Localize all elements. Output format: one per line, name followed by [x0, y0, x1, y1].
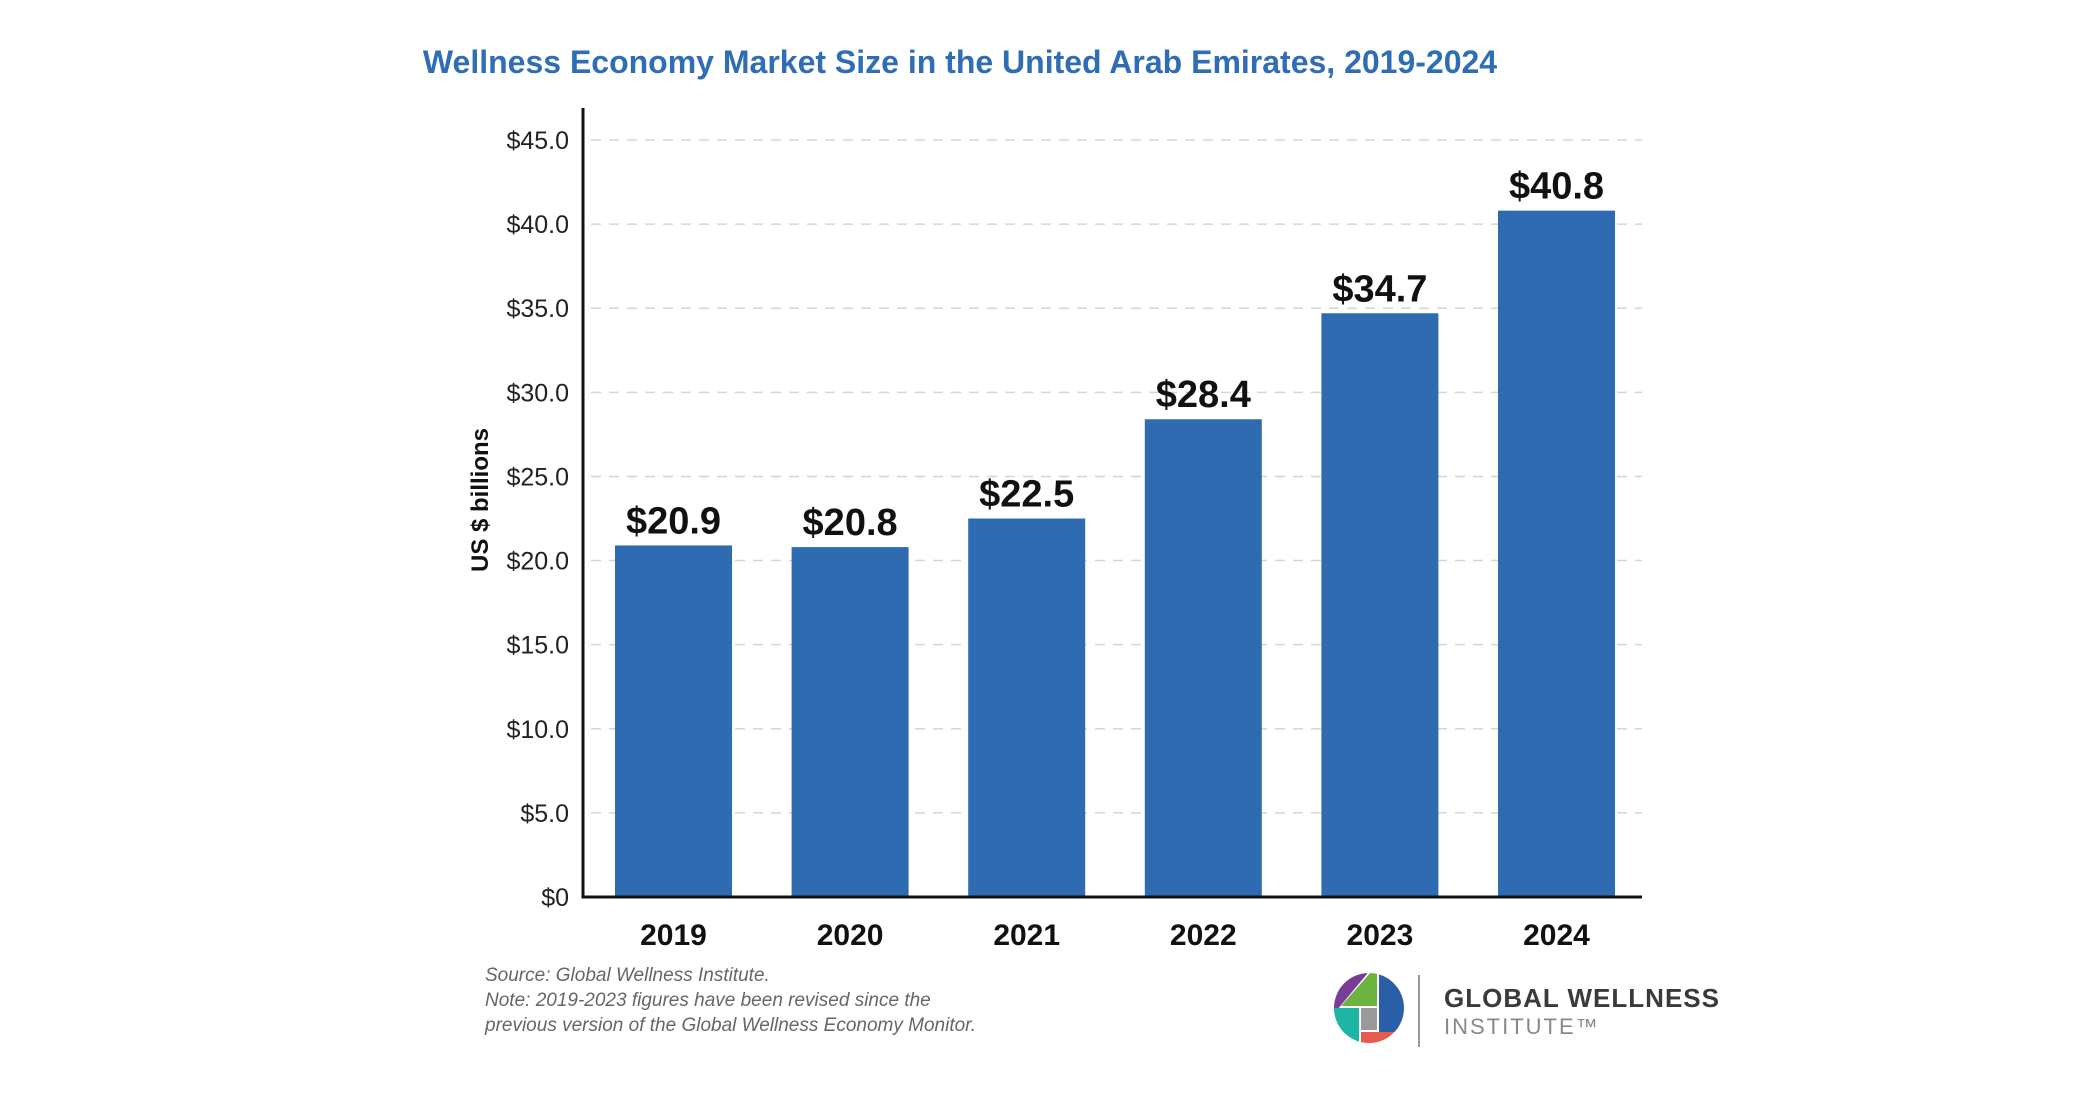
y-tick-label: $15.0: [506, 632, 569, 660]
y-tick-label: $25.0: [506, 463, 569, 491]
chart-notes: Source: Global Wellness Institute. Note:…: [485, 963, 976, 1038]
bar-2022: [1144, 419, 1262, 897]
source-note: Source: Global Wellness Institute.: [485, 965, 770, 986]
bar-2024: [1498, 210, 1615, 898]
y-tick-label: $30.0: [506, 379, 569, 407]
y-tick-label: $10.0: [506, 716, 569, 744]
y-tick-label: $45.0: [506, 127, 569, 155]
y-axis-label: US $ billions: [467, 427, 494, 573]
logo-text-line1: GLOBAL WELLNESS: [1444, 983, 1720, 1013]
logo-divider: [1418, 975, 1420, 1047]
chart-title: Wellness Economy Market Size in the Unit…: [422, 44, 1498, 80]
x-tick-label: 2023: [1347, 919, 1414, 952]
y-tick-label: $0: [541, 884, 569, 912]
x-tick-label: 2022: [1170, 919, 1237, 952]
data-label: $20.8: [803, 502, 898, 544]
bar-2023: [1321, 313, 1439, 897]
logo-text-line2: INSTITUTE™: [1444, 1014, 1600, 1039]
data-label: $34.7: [1332, 268, 1427, 310]
y-tick-label: $20.0: [506, 548, 569, 576]
bar-2019: [615, 545, 732, 897]
x-tick-label: 2021: [993, 919, 1060, 952]
x-tick-label: 2020: [817, 919, 884, 952]
data-label: $40.8: [1509, 166, 1604, 208]
y-tick-label: $5.0: [520, 800, 569, 828]
gwi-logo-icon: [1334, 973, 1404, 1043]
revision-note-2: previous version of the Global Wellness …: [485, 1015, 977, 1036]
data-label: $22.5: [979, 474, 1074, 516]
y-tick-label: $40.0: [506, 211, 569, 239]
bar-2021: [968, 518, 1086, 897]
x-tick-label: 2019: [640, 919, 707, 952]
x-tick-label: 2024: [1523, 919, 1590, 952]
revision-note-1: Note: 2019-2023 figures have been revise…: [485, 990, 931, 1011]
y-tick-label: $35.0: [506, 295, 569, 323]
bar-2020: [791, 547, 909, 897]
data-label: $20.9: [626, 500, 721, 542]
data-label: $28.4: [1156, 374, 1251, 416]
